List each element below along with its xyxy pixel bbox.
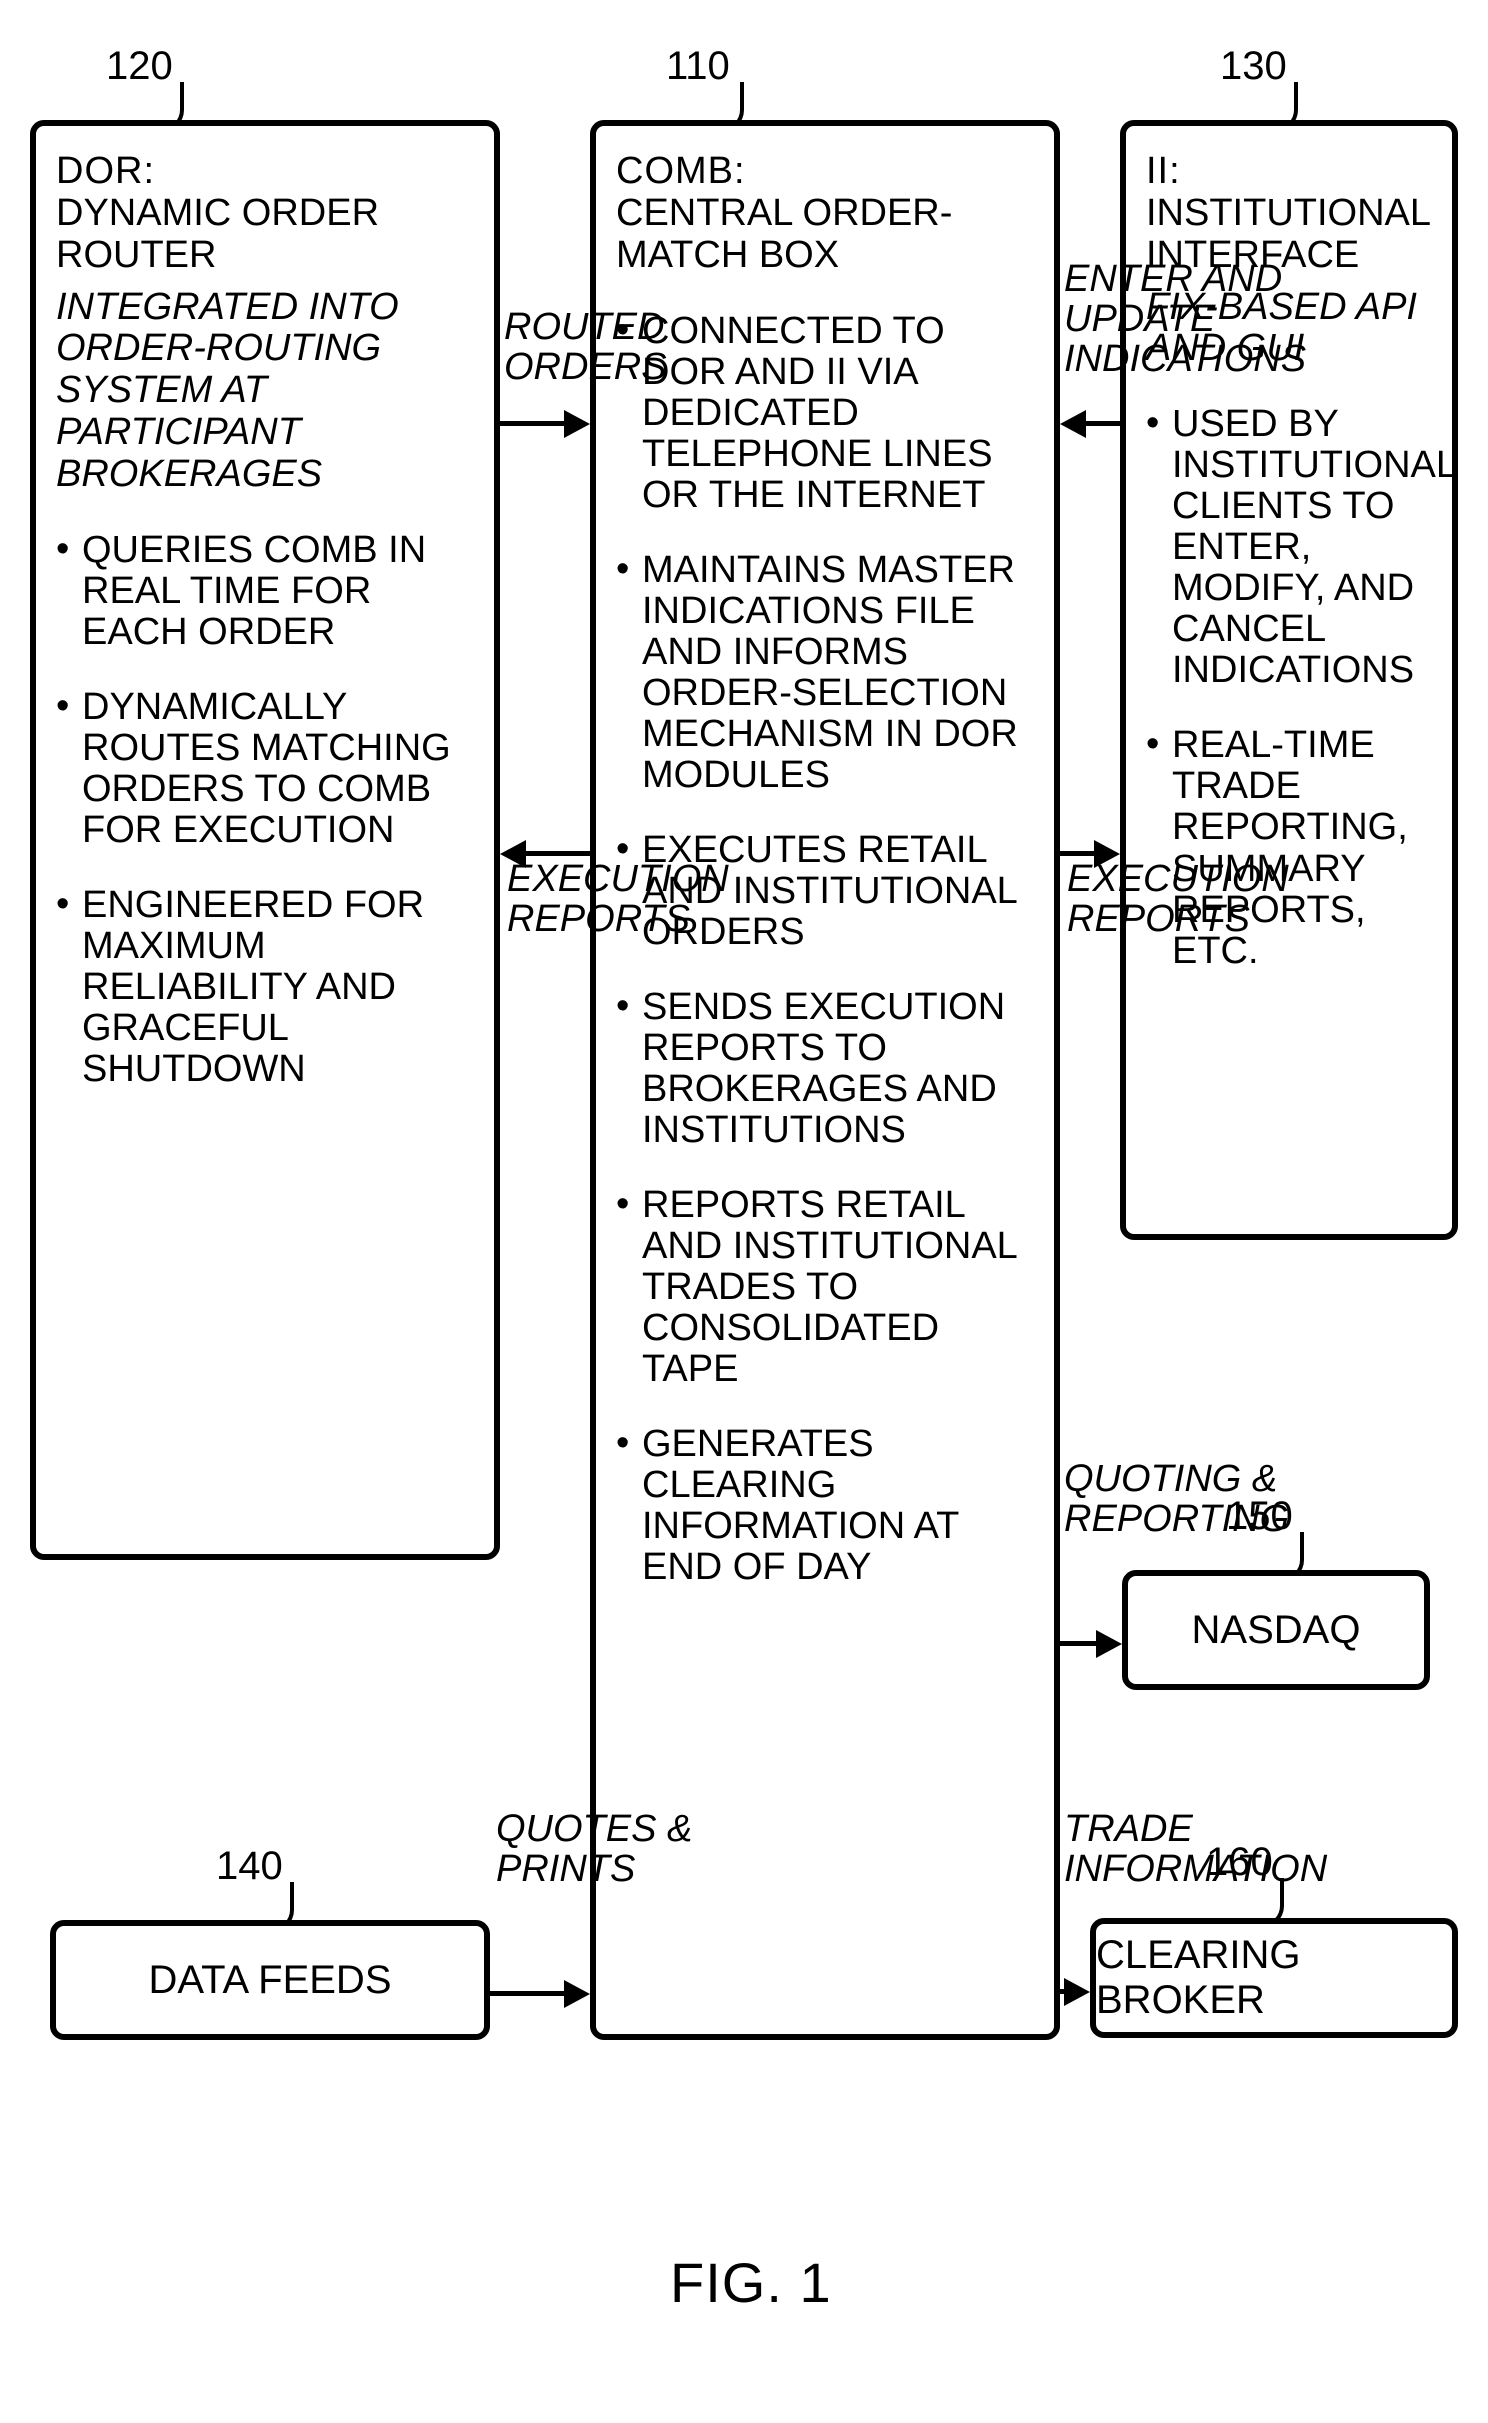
arrow-label-a1: ROUTEDORDERS [504,308,667,388]
box-clearing-broker: CLEARING BROKER [1090,1918,1458,2038]
dor-subtitle: INTEGRATED INTO ORDER-ROUTING SYSTEM AT … [56,287,474,496]
comb-title: CENTRAL ORDER-MATCH BOX [616,193,1034,277]
comb-bullet: CONNECTED TO DOR AND II VIA DEDICATED TE… [616,311,1034,516]
dor-header: DOR: DYNAMIC ORDER ROUTER INTEGRATED INT… [56,150,474,496]
comb-code: COMB: [616,150,1034,193]
arrow-label-a5: QUOTING &REPORTING [1064,1460,1289,1540]
box-nasdaq: NASDAQ [1122,1570,1430,1690]
arrow-a1 [500,410,590,438]
arrow-a5 [1060,1630,1122,1658]
comb-header: COMB: CENTRAL ORDER-MATCH BOX [616,150,1034,277]
arrow-label-a6: TRADEINFORMATION [1064,1810,1327,1890]
dor-bullet: DYNAMICALLY ROUTES MATCHING ORDERS TO CO… [56,687,474,851]
box-dor: DOR: DYNAMIC ORDER ROUTER INTEGRATED INT… [30,120,500,1560]
dor-bullets: QUERIES COMB IN REAL TIME FOR EACH ORDER… [56,530,474,1090]
arrow-a7 [490,1980,590,2008]
arrow-a3 [1060,410,1120,438]
ii-bullet: USED BY INSTITUTIONAL CLIENTS TO ENTER, … [1146,404,1432,691]
ii-code: II: [1146,150,1432,193]
arrow-label-a2: EXECUTIONREPORTS [507,860,729,940]
dor-bullet: ENGINEERED FOR MAXIMUM RELIABILITY AND G… [56,885,474,1090]
arrow-label-a3: ENTER ANDUPDATEINDICATIONS [1064,260,1306,380]
data-feeds-label: DATA FEEDS [148,1958,391,2003]
figure-caption: FIG. 1 [670,2250,832,2315]
arrow-label-a7: QUOTES &PRINTS [496,1810,692,1890]
comb-bullet: GENERATES CLEARING INFORMATION AT END OF… [616,1424,1034,1588]
nasdaq-label: NASDAQ [1192,1608,1361,1653]
arrow-label-a4: EXECUTIONREPORTS [1067,860,1289,940]
clearing-label: CLEARING BROKER [1096,1933,1452,2023]
arrow-a6 [1060,1978,1090,2006]
comb-bullet: REPORTS RETAIL AND INSTITUTIONAL TRADES … [616,1185,1034,1390]
box-comb: COMB: CENTRAL ORDER-MATCH BOX CONNECTED … [590,120,1060,2040]
dor-bullet: QUERIES COMB IN REAL TIME FOR EACH ORDER [56,530,474,653]
comb-bullets: CONNECTED TO DOR AND II VIA DEDICATED TE… [616,311,1034,1589]
diagram-canvas: 120 110 130 140 150 160 DOR: DYNAMIC ORD… [30,40,1458,2383]
comb-bullet: MAINTAINS MASTER INDICATIONS FILE AND IN… [616,550,1034,796]
dor-title: DYNAMIC ORDER ROUTER [56,193,474,277]
dor-code: DOR: [56,150,474,193]
comb-bullet: SENDS EXECUTION REPORTS TO BROKERAGES AN… [616,987,1034,1151]
box-data-feeds: DATA FEEDS [50,1920,490,2040]
